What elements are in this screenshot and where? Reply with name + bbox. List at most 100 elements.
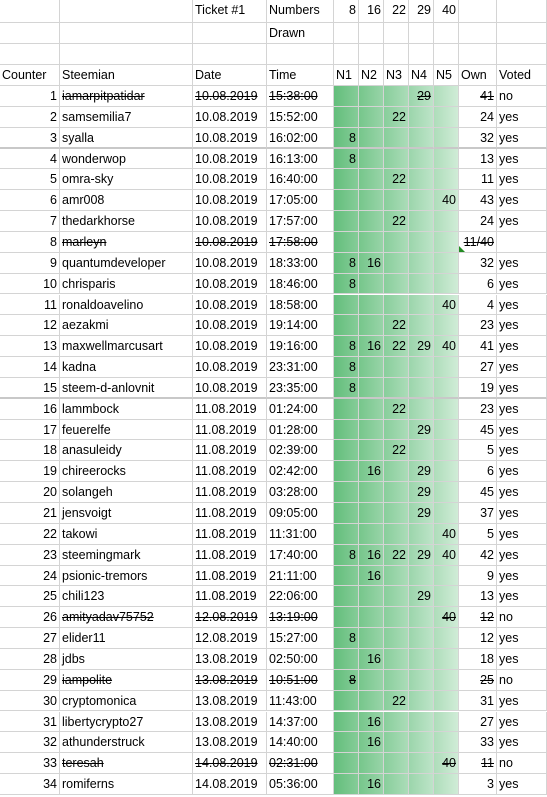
header-n3[interactable]: N3 xyxy=(384,65,409,86)
counter-cell[interactable]: 1 xyxy=(0,86,60,107)
number-cell-n4[interactable] xyxy=(409,106,434,128)
date-cell[interactable]: 14.08.2019 xyxy=(193,753,267,775)
number-cell-n3[interactable]: 22 xyxy=(384,211,409,232)
number-cell-n2[interactable] xyxy=(359,753,384,775)
cell-empty[interactable] xyxy=(434,44,459,65)
number-cell-n3[interactable] xyxy=(384,252,409,274)
date-cell[interactable]: 10.08.2019 xyxy=(193,252,267,274)
counter-cell[interactable]: 14 xyxy=(0,357,60,378)
number-cell-n1[interactable]: 8 xyxy=(334,357,359,378)
cell-empty[interactable] xyxy=(334,23,359,44)
number-cell-n4[interactable] xyxy=(409,440,434,462)
date-cell[interactable]: 10.08.2019 xyxy=(193,86,267,107)
number-cell-n4[interactable]: 29 xyxy=(409,586,434,608)
number-cell-n3[interactable] xyxy=(384,377,409,399)
steemian-cell[interactable]: amr008 xyxy=(60,190,193,212)
number-cell-n4[interactable]: 29 xyxy=(409,544,434,566)
number-cell-n1[interactable] xyxy=(334,753,359,775)
own-cell[interactable]: 24 xyxy=(459,106,497,128)
cell-empty[interactable] xyxy=(60,23,193,44)
date-cell[interactable]: 11.08.2019 xyxy=(193,544,267,566)
voted-cell[interactable]: yes xyxy=(497,190,547,212)
counter-cell[interactable]: 31 xyxy=(0,711,60,733)
number-cell-n5[interactable] xyxy=(434,440,459,462)
steemian-cell[interactable]: marleyn xyxy=(60,231,193,253)
counter-cell[interactable]: 15 xyxy=(0,377,60,399)
number-cell-n4[interactable] xyxy=(409,190,434,212)
voted-cell[interactable]: no xyxy=(497,669,547,691)
number-cell-n2[interactable]: 16 xyxy=(359,461,384,483)
time-cell[interactable]: 02:50:00 xyxy=(267,648,334,670)
voted-cell[interactable]: yes xyxy=(497,273,547,295)
number-cell-n3[interactable] xyxy=(384,628,409,649)
time-cell[interactable]: 18:58:00 xyxy=(267,294,334,316)
number-cell-n5[interactable] xyxy=(434,774,459,795)
number-cell-n4[interactable] xyxy=(409,252,434,274)
date-cell[interactable]: 13.08.2019 xyxy=(193,711,267,733)
time-cell[interactable]: 18:46:00 xyxy=(267,273,334,295)
number-cell-n1[interactable] xyxy=(334,315,359,337)
header-time[interactable]: Time xyxy=(267,65,334,86)
numbers-label[interactable]: Numbers xyxy=(267,0,334,23)
counter-cell[interactable]: 18 xyxy=(0,440,60,462)
steemian-cell[interactable]: solangeh xyxy=(60,482,193,503)
cell-empty[interactable] xyxy=(459,23,497,44)
number-cell-n5[interactable] xyxy=(434,169,459,191)
time-cell[interactable]: 17:57:00 xyxy=(267,211,334,232)
number-cell-n3[interactable]: 22 xyxy=(384,398,409,420)
number-cell-n5[interactable] xyxy=(434,628,459,649)
counter-cell[interactable]: 5 xyxy=(0,169,60,191)
number-cell-n1[interactable] xyxy=(334,607,359,629)
voted-cell[interactable]: yes xyxy=(497,690,547,712)
number-cell-n5[interactable] xyxy=(434,586,459,608)
steemian-cell[interactable]: cryptomonica xyxy=(60,690,193,712)
voted-cell[interactable]: yes xyxy=(497,732,547,754)
steemian-cell[interactable]: jdbs xyxy=(60,648,193,670)
number-cell-n5[interactable] xyxy=(434,690,459,712)
number-cell-n2[interactable] xyxy=(359,127,384,149)
own-cell[interactable]: 27 xyxy=(459,357,497,378)
number-cell-n4[interactable] xyxy=(409,315,434,337)
own-cell[interactable]: 5 xyxy=(459,440,497,462)
number-cell-n5[interactable] xyxy=(434,148,459,170)
number-cell-n3[interactable] xyxy=(384,127,409,149)
date-cell[interactable]: 11.08.2019 xyxy=(193,565,267,587)
number-cell-n2[interactable] xyxy=(359,86,384,107)
cell-empty[interactable] xyxy=(359,44,384,65)
own-cell[interactable]: 32 xyxy=(459,252,497,274)
counter-cell[interactable]: 32 xyxy=(0,732,60,754)
number-cell-n3[interactable] xyxy=(384,732,409,754)
number-cell-n1[interactable] xyxy=(334,586,359,608)
counter-cell[interactable]: 21 xyxy=(0,503,60,524)
date-cell[interactable]: 11.08.2019 xyxy=(193,419,267,441)
own-cell[interactable]: 24 xyxy=(459,211,497,232)
own-cell[interactable]: 31 xyxy=(459,690,497,712)
number-cell-n5[interactable] xyxy=(434,398,459,420)
number-cell-n5[interactable] xyxy=(434,211,459,232)
counter-cell[interactable]: 8 xyxy=(0,231,60,253)
time-cell[interactable]: 22:06:00 xyxy=(267,586,334,608)
number-cell-n3[interactable] xyxy=(384,711,409,733)
steemian-cell[interactable]: elider11 xyxy=(60,628,193,649)
number-cell-n3[interactable] xyxy=(384,774,409,795)
counter-cell[interactable]: 27 xyxy=(0,628,60,649)
number-cell-n4[interactable] xyxy=(409,648,434,670)
time-cell[interactable]: 02:42:00 xyxy=(267,461,334,483)
date-cell[interactable]: 10.08.2019 xyxy=(193,273,267,295)
number-cell-n3[interactable] xyxy=(384,357,409,378)
number-cell-n3[interactable] xyxy=(384,648,409,670)
number-cell-n2[interactable] xyxy=(359,523,384,545)
number-cell-n2[interactable] xyxy=(359,628,384,649)
counter-cell[interactable]: 13 xyxy=(0,336,60,358)
counter-cell[interactable]: 6 xyxy=(0,190,60,212)
voted-cell[interactable]: yes xyxy=(497,482,547,503)
number-cell-n5[interactable] xyxy=(434,106,459,128)
steemian-cell[interactable]: amityadav75752 xyxy=(60,607,193,629)
steemian-cell[interactable]: chili123 xyxy=(60,586,193,608)
number-cell-n4[interactable]: 29 xyxy=(409,419,434,441)
steemian-cell[interactable]: maxwellmarcusart xyxy=(60,336,193,358)
drawn-number[interactable]: 40 xyxy=(434,0,459,23)
number-cell-n1[interactable] xyxy=(334,398,359,420)
number-cell-n1[interactable] xyxy=(334,211,359,232)
header-n5[interactable]: N5 xyxy=(434,65,459,86)
